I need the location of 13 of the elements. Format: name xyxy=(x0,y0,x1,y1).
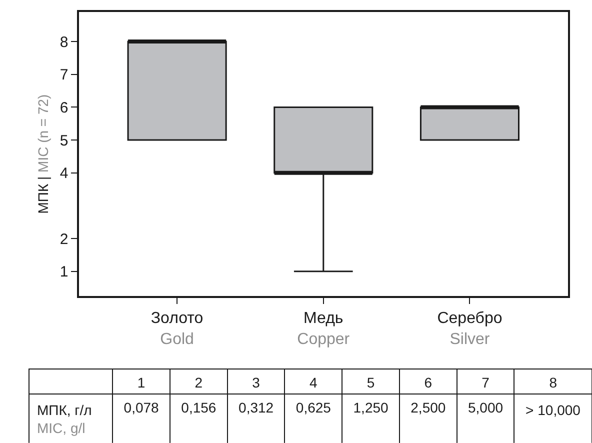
y-axis-title: МПК | MIC (n = 72) xyxy=(35,94,51,214)
y-tick-label: 7 xyxy=(60,66,68,84)
x-tick-label: Серебро Silver xyxy=(437,310,502,348)
y-tick-label: 2 xyxy=(60,230,68,248)
table-empty-corner-cell: МПК, г/л MIC, g/l xyxy=(28,393,114,443)
y-tick-label: 1 xyxy=(60,264,68,281)
y-tick-label: 6 xyxy=(60,99,68,116)
y-tick-label: 4 xyxy=(60,165,68,182)
y-tick-label: 8 xyxy=(60,34,68,51)
table-concentrations: МПК, г/л MIC, g/l 0,078 1 0,156 2 0,312 3 0,625 4 1,250 5 2,500 6 5,000 7 > 10,000 8 xyxy=(28,368,592,443)
x-tick-label: Медь Copper xyxy=(297,310,350,348)
y-tick-label: 5 xyxy=(60,132,68,150)
x-tick-label: Золото Gold xyxy=(150,310,204,348)
